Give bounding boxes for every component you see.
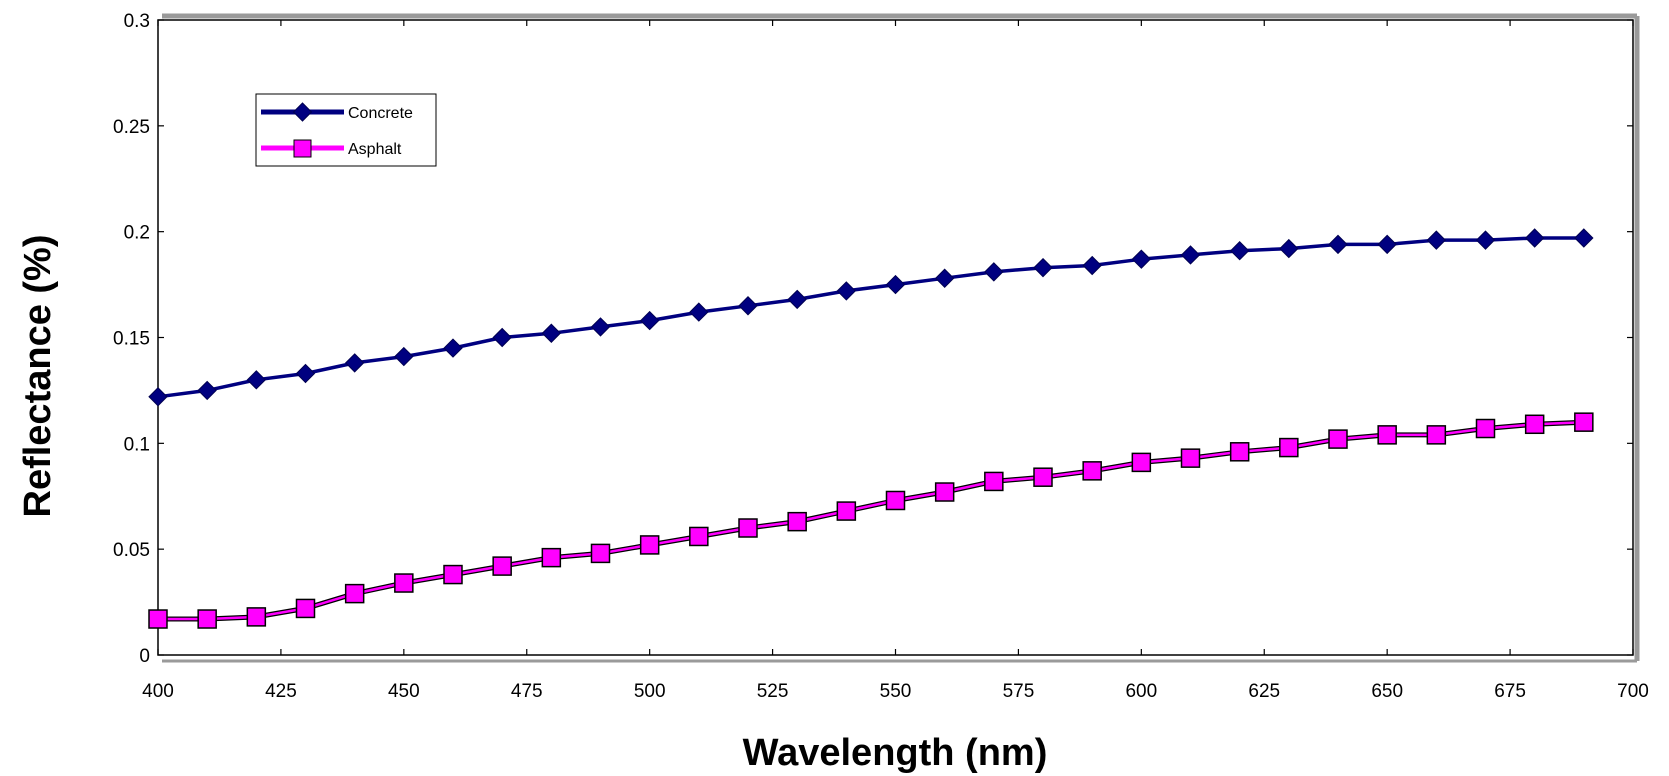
y-axis-ticks: 0 0.05 0.1 0.15 0.2 0.25 0.3 xyxy=(113,11,1633,667)
x-axis-ticks: 400 425 450 475 500 525 550 575 600 625 650 675 700 xyxy=(142,20,1649,702)
point-asphalt xyxy=(1574,412,1594,432)
x-axis-title: Wavelength (nm) xyxy=(743,732,1048,774)
x-tick-label: 550 xyxy=(880,681,912,702)
legend-label-asphalt: Asphalt xyxy=(348,141,402,158)
point-asphalt xyxy=(738,518,758,538)
y-tick-label: 0.25 xyxy=(113,117,150,138)
legend-box xyxy=(255,93,437,167)
x-tick-label: 475 xyxy=(511,681,543,702)
point-asphalt xyxy=(443,564,463,585)
point-concrete xyxy=(738,296,758,316)
point-concrete xyxy=(541,323,562,343)
point-asphalt xyxy=(1328,429,1348,449)
point-concrete xyxy=(1426,230,1447,250)
point-concrete xyxy=(344,353,365,373)
point-asphalt xyxy=(639,535,660,555)
point-concrete xyxy=(1574,228,1594,248)
point-asphalt xyxy=(1426,425,1447,445)
point-concrete xyxy=(443,338,463,358)
x-tick-label: 650 xyxy=(1371,681,1403,702)
point-asphalt xyxy=(984,471,1004,492)
point-concrete xyxy=(197,380,217,401)
x-tick-label: 400 xyxy=(142,681,174,702)
point-asphalt xyxy=(541,547,562,568)
point-concrete xyxy=(1180,245,1201,265)
point-concrete xyxy=(1377,234,1397,255)
point-concrete xyxy=(1131,249,1152,269)
point-asphalt xyxy=(1033,467,1053,487)
series-layer xyxy=(148,228,1594,629)
point-asphalt xyxy=(1229,442,1250,462)
point-asphalt xyxy=(787,511,807,532)
point-concrete xyxy=(689,302,709,322)
y-axis-title: Reflectance (%) xyxy=(17,235,59,518)
point-asphalt xyxy=(197,609,217,629)
y-tick-label: 0.3 xyxy=(124,11,150,32)
point-concrete xyxy=(1475,230,1496,250)
point-asphalt xyxy=(590,543,611,564)
point-concrete xyxy=(984,262,1004,282)
point-concrete xyxy=(148,387,168,407)
point-asphalt xyxy=(689,526,709,547)
point-asphalt xyxy=(836,501,857,521)
point-asphalt xyxy=(246,607,267,627)
x-tick-label: 625 xyxy=(1248,681,1280,702)
point-asphalt xyxy=(148,609,168,629)
x-tick-label: 700 xyxy=(1617,681,1649,702)
legend-label-concrete: Concrete xyxy=(348,105,413,122)
point-concrete xyxy=(1033,257,1053,278)
x-tick-label: 500 xyxy=(634,681,666,702)
x-tick-label: 425 xyxy=(265,681,297,702)
point-asphalt xyxy=(1279,437,1299,458)
point-concrete xyxy=(1082,255,1102,276)
point-asphalt xyxy=(492,556,512,576)
x-tick-label: 600 xyxy=(1125,681,1157,702)
point-asphalt xyxy=(1475,418,1496,439)
legend-marker-asphalt xyxy=(293,139,312,158)
point-concrete xyxy=(246,370,267,390)
point-asphalt xyxy=(1131,452,1152,473)
y-tick-label: 0.05 xyxy=(113,540,150,561)
point-concrete xyxy=(1328,234,1348,255)
point-concrete xyxy=(492,327,512,348)
x-tick-label: 525 xyxy=(757,681,789,702)
point-asphalt xyxy=(295,598,316,619)
point-asphalt xyxy=(1082,461,1102,481)
y-tick-label: 0 xyxy=(139,646,150,667)
point-asphalt xyxy=(394,573,414,593)
point-asphalt xyxy=(1180,448,1201,468)
point-concrete xyxy=(639,310,660,331)
point-concrete xyxy=(590,317,611,337)
point-asphalt xyxy=(885,490,906,511)
point-asphalt xyxy=(934,482,955,502)
y-tick-label: 0.1 xyxy=(124,434,150,455)
point-concrete xyxy=(1524,228,1545,248)
y-tick-label: 0.15 xyxy=(113,329,150,350)
x-tick-label: 675 xyxy=(1494,681,1526,702)
legend-marker-concrete xyxy=(292,102,313,122)
x-tick-label: 575 xyxy=(1003,681,1035,702)
legend: Concrete Asphalt xyxy=(255,93,437,167)
point-concrete xyxy=(787,289,807,310)
point-concrete xyxy=(836,281,857,301)
point-asphalt xyxy=(1377,425,1397,445)
point-concrete xyxy=(394,346,414,367)
point-concrete xyxy=(885,274,906,295)
point-concrete xyxy=(1279,238,1299,259)
y-tick-label: 0.2 xyxy=(124,223,150,244)
point-asphalt xyxy=(344,583,365,604)
point-concrete xyxy=(934,268,955,288)
point-concrete xyxy=(1229,241,1250,261)
x-tick-label: 450 xyxy=(388,681,420,702)
point-concrete xyxy=(295,363,316,384)
point-asphalt xyxy=(1524,414,1545,435)
